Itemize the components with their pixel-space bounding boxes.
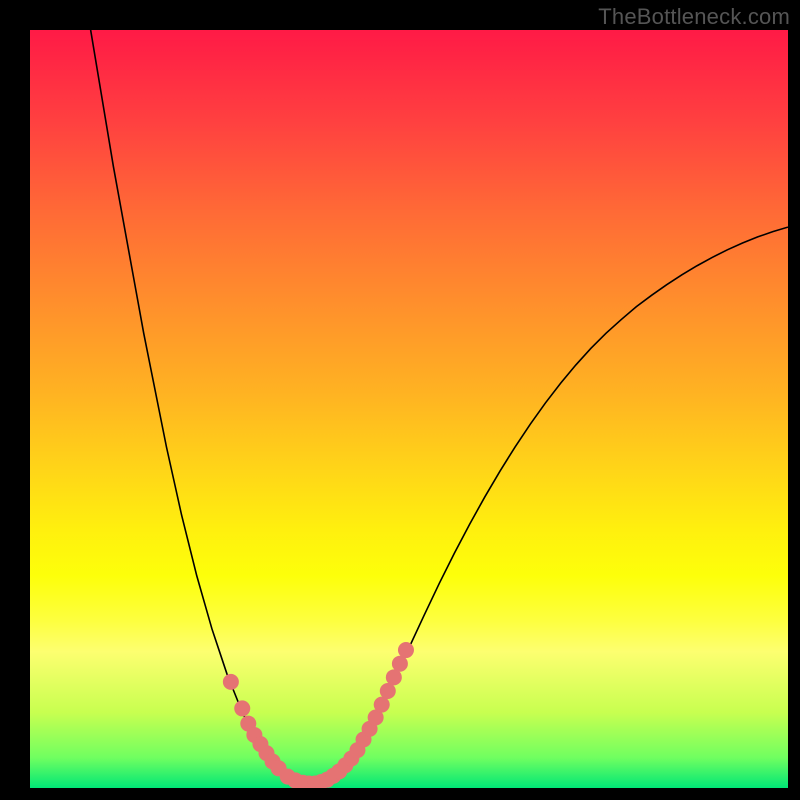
highlight-marker [398, 642, 414, 658]
highlight-marker [374, 697, 390, 713]
chart-svg [30, 30, 788, 788]
highlight-marker [380, 683, 396, 699]
watermark-text: TheBottleneck.com [598, 4, 790, 30]
highlight-marker [223, 674, 239, 690]
highlight-marker [234, 700, 250, 716]
highlight-marker [392, 656, 408, 672]
outer-frame: TheBottleneck.com [0, 0, 800, 800]
plot-area [30, 30, 788, 788]
highlight-marker [386, 669, 402, 685]
chart-background [30, 30, 788, 788]
